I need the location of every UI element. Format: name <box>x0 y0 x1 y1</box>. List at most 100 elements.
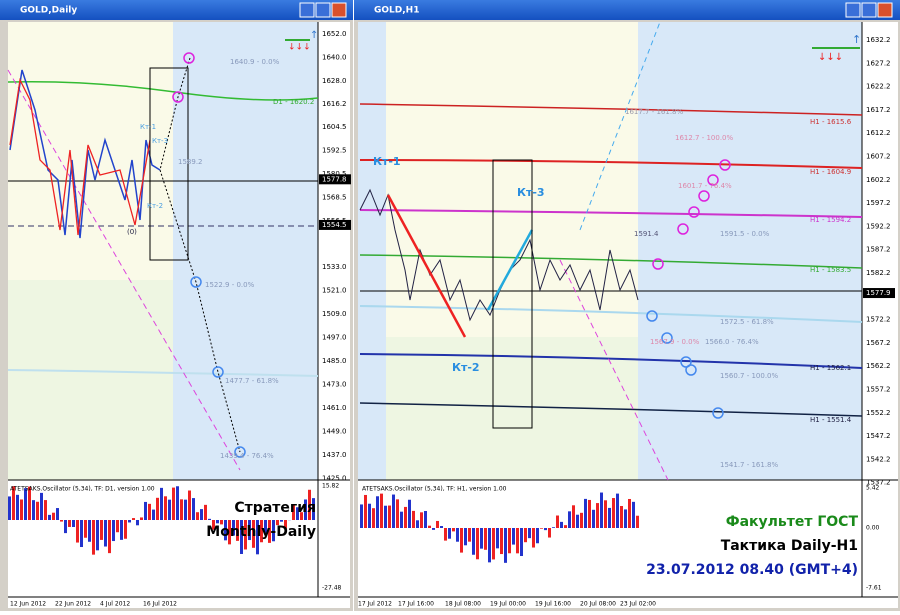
osc-bar <box>512 528 515 545</box>
osc-bar <box>84 520 87 538</box>
window-title: GOLD,Daily <box>20 6 77 16</box>
svg-text:↑: ↑ <box>852 33 861 46</box>
osc-bar <box>376 496 379 528</box>
osc-label: ATETSAKS.Oscillator (5,34), TF: D1, vers… <box>10 486 155 493</box>
price-label: 1473.0 <box>322 381 347 389</box>
annotation: 1439.4 - 76.4% <box>220 452 274 460</box>
window-title: GOLD,H1 <box>374 6 419 16</box>
price-label: 1592.2 <box>866 222 891 230</box>
osc-bar <box>52 513 55 520</box>
osc-bar <box>504 528 507 563</box>
osc-bar <box>548 528 551 538</box>
osc-bar <box>196 512 199 520</box>
price-label: 1640.0 <box>322 54 347 62</box>
osc-bar <box>80 520 83 547</box>
annotation: Кт-1 <box>140 123 156 131</box>
osc-bar <box>508 528 511 553</box>
osc-bar <box>64 520 67 533</box>
annotation: Кт-3 <box>152 137 168 145</box>
osc-bar <box>76 520 79 543</box>
price-label: 1572.2 <box>866 316 891 324</box>
osc-bar <box>532 528 535 548</box>
price-label: 1425.0 <box>322 475 347 483</box>
osc-bar <box>408 500 411 528</box>
osc-bar <box>96 520 99 550</box>
osc-bar <box>88 520 91 542</box>
annotation: 1566.0 - 76.4% <box>705 338 759 346</box>
annotation: 1612.7 - 100.0% <box>675 134 734 142</box>
osc-bar <box>568 511 571 528</box>
annotation: 1541.7 - 161.8% <box>720 461 779 469</box>
osc-bar <box>136 520 139 525</box>
price-label: 1622.2 <box>866 83 891 91</box>
osc-bar <box>124 520 127 539</box>
annotation: 1591.5 - 0.0% <box>720 230 770 238</box>
osc-bar <box>572 505 575 528</box>
osc-axis-label: 5.42 <box>866 485 880 492</box>
price-label: 1587.2 <box>866 246 891 254</box>
osc-bar <box>280 520 283 522</box>
osc-bar <box>360 504 363 528</box>
price-label: 1554.5 <box>322 221 347 229</box>
osc-bar <box>108 520 111 553</box>
osc-axis-label: -27.48 <box>322 585 342 592</box>
osc-bar <box>192 498 195 520</box>
date-label: 19 Jul 16:00 <box>535 601 571 608</box>
maximize-button[interactable] <box>862 3 876 17</box>
osc-bar <box>152 510 155 520</box>
osc-bar <box>404 507 407 528</box>
osc-bar <box>576 515 579 528</box>
osc-bar <box>628 499 631 528</box>
date-label: 4 Jul 2012 <box>100 601 130 608</box>
close-button[interactable] <box>878 3 892 17</box>
osc-bar <box>444 528 447 541</box>
osc-text: Стратегия <box>234 500 316 516</box>
osc-bar <box>496 528 499 548</box>
osc-bar <box>20 499 23 520</box>
maximize-button[interactable] <box>316 3 330 17</box>
price-label: 1557.2 <box>866 386 891 394</box>
osc-bar <box>460 528 463 553</box>
osc-bar <box>176 486 179 520</box>
osc-bar <box>188 491 191 520</box>
osc-bar <box>540 528 543 529</box>
annotation: 1601.7 - 76.4% <box>678 182 732 190</box>
price-label: 1602.2 <box>866 176 891 184</box>
price-label: 1568.5 <box>322 194 347 202</box>
annotation: Кт-3 <box>517 186 545 199</box>
osc-bar <box>160 488 163 520</box>
date-label: 12 Jun 2012 <box>10 601 46 608</box>
osc-bar <box>184 500 187 520</box>
osc-bar <box>180 499 183 520</box>
osc-bar <box>584 499 587 528</box>
osc-bar <box>588 500 591 528</box>
minimize-button[interactable] <box>300 3 314 17</box>
osc-bar <box>368 504 371 528</box>
osc-bar <box>480 528 483 549</box>
annotation: H1 - 1562.1 <box>810 364 851 372</box>
osc-bar <box>440 526 443 528</box>
osc-bar <box>428 526 431 528</box>
price-label: 1562.2 <box>866 362 891 370</box>
svg-text:↑: ↑ <box>310 30 318 41</box>
osc-bar <box>492 528 495 559</box>
date-label: 19 Jul 00:00 <box>490 601 526 608</box>
price-label: 1652.0 <box>322 30 347 38</box>
price-label: 1485.0 <box>322 357 347 365</box>
annotation: 1591.4 <box>634 230 659 238</box>
osc-bar <box>8 496 11 520</box>
osc-bar <box>632 502 635 528</box>
osc-bar <box>500 528 503 554</box>
price-label: 1449.0 <box>322 428 347 436</box>
osc-bar <box>616 494 619 528</box>
osc-bar <box>16 495 19 520</box>
osc-bar <box>420 512 423 528</box>
osc-bar <box>452 528 455 531</box>
osc-bar <box>68 520 71 527</box>
price-label: 1542.2 <box>866 455 891 463</box>
osc-bar <box>140 517 143 520</box>
osc-bar <box>364 495 367 528</box>
close-button[interactable] <box>332 3 346 17</box>
minimize-button[interactable] <box>846 3 860 17</box>
